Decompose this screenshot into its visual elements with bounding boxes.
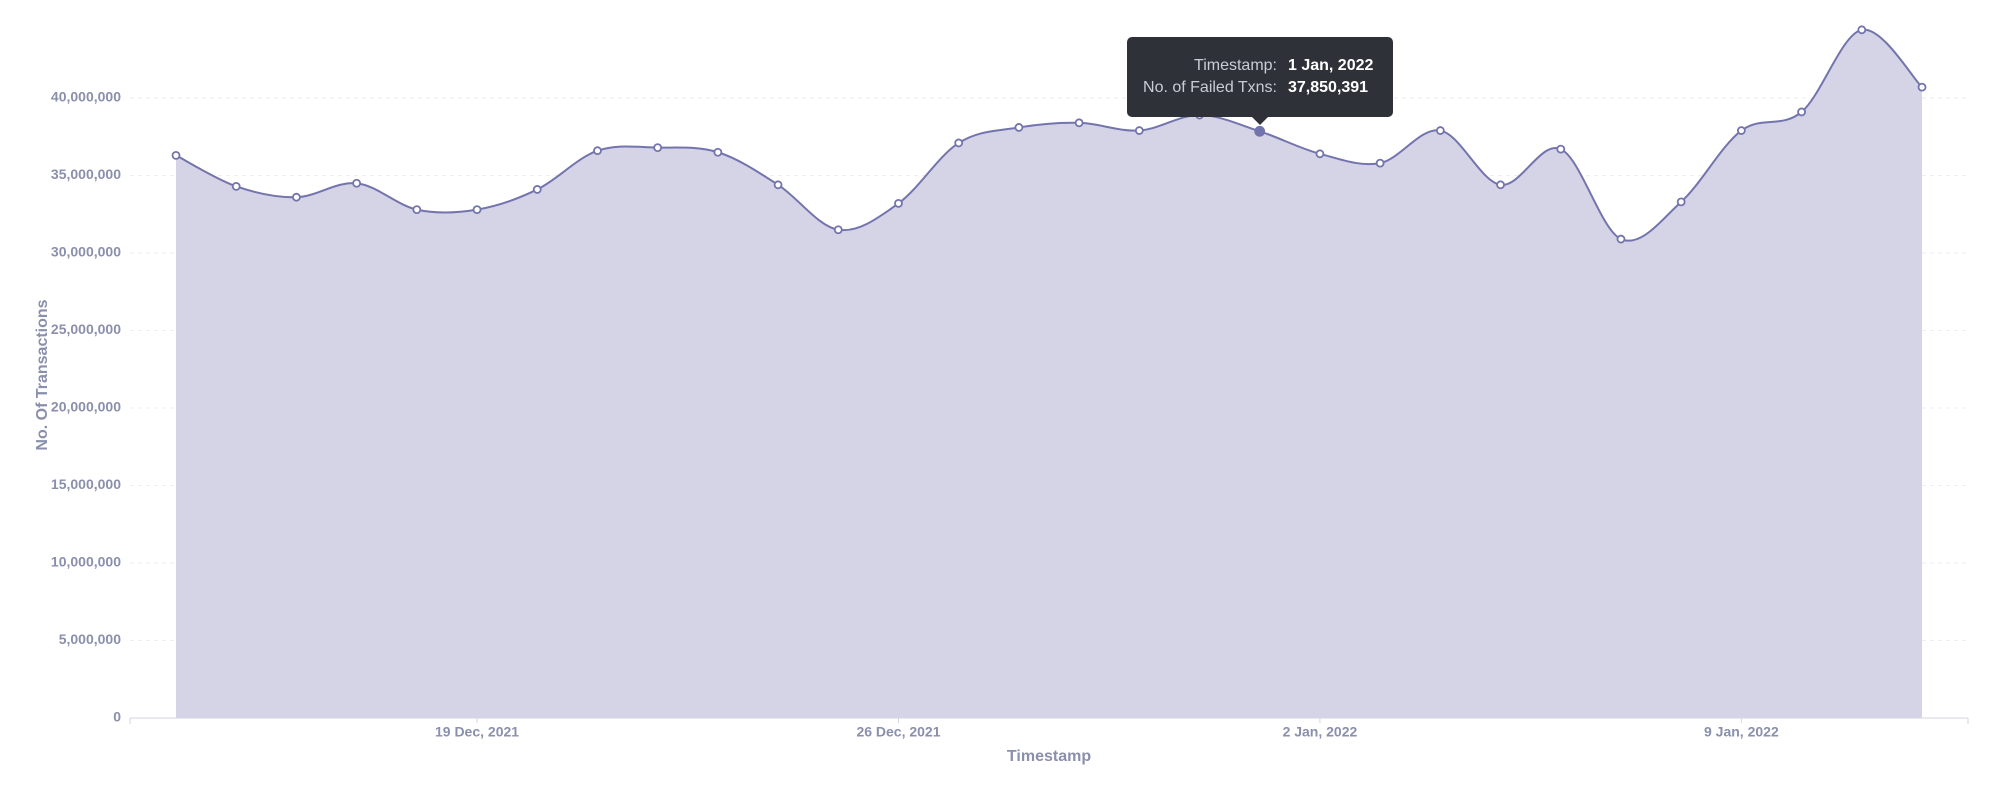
area [176, 29, 1922, 719]
point [1134, 126, 1144, 135]
point [1616, 234, 1626, 244]
point [412, 205, 422, 215]
x-tick-label: 9 Jan, 2022 [1704, 724, 1779, 740]
point [1797, 107, 1806, 117]
point [171, 150, 181, 160]
y-tick-label: 15,000,000 [51, 476, 121, 492]
y-tick-label: 35,000,000 [51, 166, 121, 182]
tooltip-label: Timestamp: [1194, 57, 1277, 74]
y-tick-label: 10,000,000 [51, 554, 121, 570]
point [1857, 25, 1867, 35]
point [532, 185, 542, 194]
x-tick-label: 26 Dec, 2021 [856, 724, 940, 740]
x-tick-label: 2 Jan, 2022 [1283, 724, 1358, 740]
point [773, 180, 783, 190]
tooltip-label: No. of Failed Txns: [1143, 79, 1277, 96]
tooltip: Timestamp: 1 Jan, 2022 No. of Failed Txns:… [1127, 37, 1393, 125]
y-tick-label: 20,000,000 [51, 399, 121, 415]
point [1315, 149, 1325, 159]
y-tick-label: 0 [113, 709, 121, 725]
point [352, 178, 362, 188]
y-axis-title: No. Of Transactions [34, 299, 51, 450]
point [1917, 82, 1927, 92]
tooltip-box [1127, 37, 1393, 117]
point [1014, 123, 1024, 132]
point [593, 146, 602, 156]
tooltip-value: 1 Jan, 2022 [1288, 57, 1374, 74]
tooltip-arrow [1252, 117, 1268, 125]
point [833, 225, 843, 235]
x-tick-label: 19 Dec, 2021 [435, 724, 519, 740]
y-tick-label: 30,000,000 [51, 244, 121, 260]
point [894, 198, 903, 208]
point [653, 143, 663, 153]
point [1074, 118, 1084, 128]
point [1375, 158, 1385, 168]
point [1435, 126, 1445, 135]
point [954, 138, 964, 148]
point [713, 147, 723, 157]
y-tick-label: 25,000,000 [51, 321, 121, 337]
y-tick-label: 5,000,000 [59, 631, 121, 647]
point [1254, 125, 1266, 137]
tooltip-value: 37,850,391 [1288, 79, 1368, 96]
point [472, 205, 482, 215]
point [1676, 197, 1686, 207]
y-tick-label: 40,000,000 [51, 89, 121, 105]
point [1736, 126, 1746, 135]
x-axis-title: Timestamp [1007, 748, 1091, 765]
point [1496, 180, 1505, 190]
point [292, 192, 301, 202]
point [231, 181, 241, 191]
point [1556, 144, 1566, 154]
